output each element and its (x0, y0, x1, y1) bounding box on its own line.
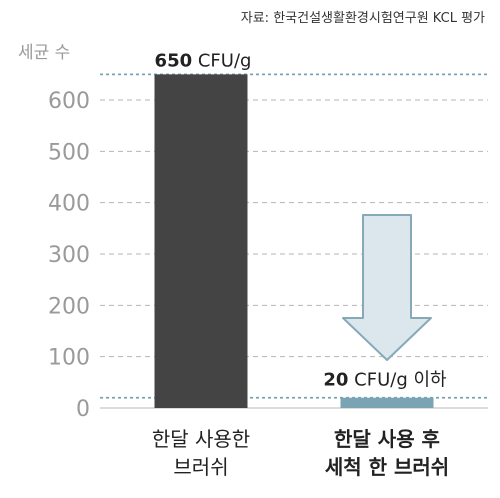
decrease-arrow (342, 214, 432, 361)
data-label-number: 20 (323, 370, 348, 391)
y-tick-label: 300 (48, 243, 90, 268)
y-tick-label: 600 (48, 89, 90, 114)
y-axis-label: 세균 수 (18, 43, 70, 63)
data-labels: 650 CFU/g 20 CFU/g 이하 (155, 50, 447, 390)
data-label-unit: CFU/g 이하 (348, 370, 447, 391)
down-arrow-icon (342, 214, 432, 361)
bars (154, 74, 434, 408)
y-tick-label: 0 (76, 397, 90, 422)
reference-lines (100, 73, 488, 399)
bar-2 (340, 397, 434, 408)
y-tick-label: 100 (48, 346, 90, 371)
category-label-line2: 세척 한 브러쉬 (325, 455, 449, 479)
bar-1 (154, 74, 248, 408)
y-tick-label: 500 (48, 140, 90, 165)
y-tick-label: 400 (48, 192, 90, 217)
category-label-line2: 브러쉬 (173, 455, 228, 479)
category-label-line1: 한달 사용한 (152, 427, 250, 451)
y-axis-ticks: 0 100 200 300 400 500 600 (48, 89, 90, 422)
y-tick-label: 200 (48, 294, 90, 319)
category-label-line1: 한달 사용 후 (334, 427, 440, 451)
source-note: 자료: 한국건설생활환경시험연구원 KCL 평가 (241, 11, 485, 26)
data-label-unit: CFU/g (192, 50, 251, 71)
data-label-number: 650 (155, 50, 193, 71)
data-label-1: 650 CFU/g (155, 50, 252, 71)
data-label-2: 20 CFU/g 이하 (323, 370, 447, 391)
